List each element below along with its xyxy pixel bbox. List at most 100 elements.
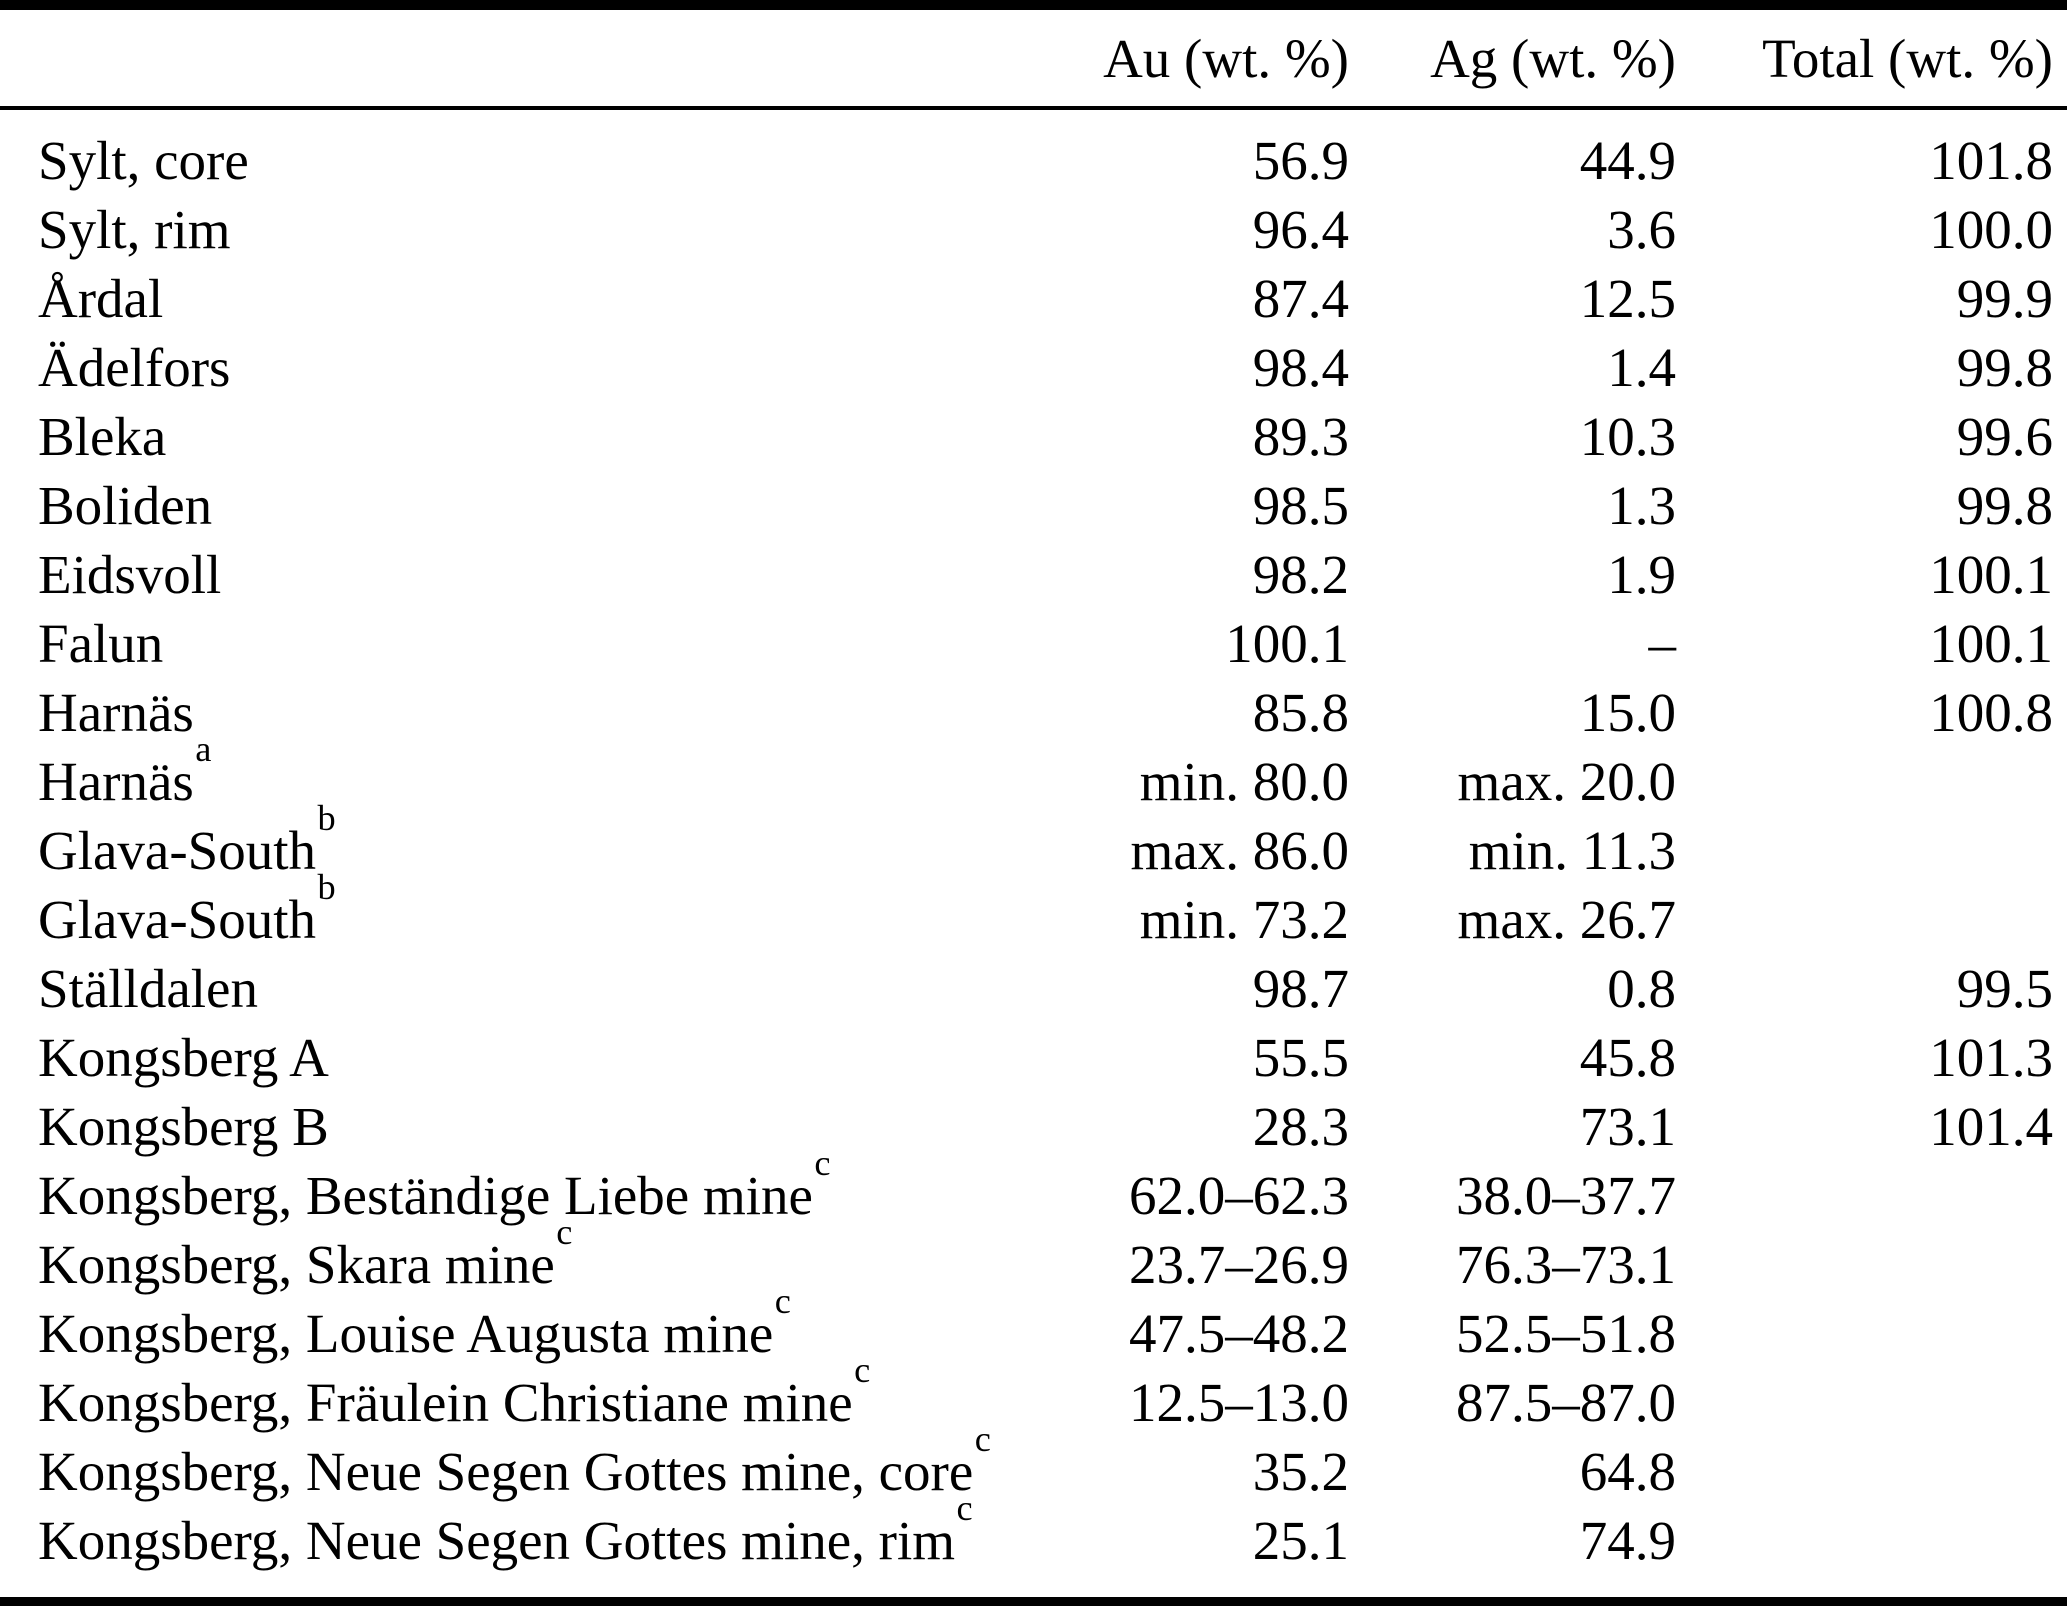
table-header: Au (wt. %) Ag (wt. %) Total (wt. %) — [0, 10, 2067, 110]
total-value-cell: 100.0 — [1929, 199, 2053, 260]
ag-value-cell: max. 20.0 — [1457, 751, 1676, 812]
au-value-cell: 47.5–48.2 — [1129, 1303, 1349, 1364]
ag-value-cell: 76.3–73.1 — [1456, 1234, 1676, 1295]
footnote-marker: b — [317, 797, 336, 838]
au-ag-composition-table: Au (wt. %) Ag (wt. %) Total (wt. %) Sylt… — [0, 10, 2067, 1575]
table-row: Kongsberg A 55.5 45.8 101.3 — [0, 1023, 2067, 1092]
locality-cell: Kongsberg, Fräulein Christiane minec — [0, 1352, 1040, 1437]
locality-label: Glava-South — [38, 820, 317, 881]
table-row: Boliden 98.5 1.3 99.8 — [0, 471, 2067, 540]
header-row: Au (wt. %) Ag (wt. %) Total (wt. %) — [0, 10, 2067, 110]
ag-value-cell: 74.9 — [1579, 1510, 1676, 1571]
col-header-ag: Ag (wt. %) — [1349, 10, 1676, 110]
locality-label: Bleka — [38, 406, 167, 467]
locality-label: Årdal — [38, 268, 164, 329]
ag-value-cell: 52.5–51.8 — [1456, 1303, 1676, 1364]
table-row: Falun 100.1 – 100.1 — [0, 609, 2067, 678]
total-value-cell: 99.5 — [1956, 958, 2053, 1019]
footnote-marker: b — [317, 866, 336, 907]
ag-value-cell: – — [1648, 613, 1677, 674]
total-value-cell: 100.8 — [1929, 682, 2053, 743]
table-row: Kongsberg, Louise Augusta minec 47.5–48.2… — [0, 1283, 2067, 1368]
au-value-cell: 55.5 — [1252, 1027, 1349, 1088]
locality-label: Ädelfors — [38, 337, 231, 398]
ag-value-cell: 0.8 — [1607, 958, 1676, 1019]
table-row: Sylt, rim 96.4 3.6 100.0 — [0, 195, 2067, 264]
au-value-cell: 98.4 — [1252, 337, 1349, 398]
locality-label: Harnäs — [38, 751, 194, 812]
locality-cell: Kongsberg, Beständige Liebe minec — [0, 1145, 1040, 1230]
total-value-cell: 101.8 — [1929, 130, 2053, 191]
au-value-cell: 96.4 — [1252, 199, 1349, 260]
table-row: Kongsberg, Fräulein Christiane minec 12.5… — [0, 1352, 2067, 1437]
locality-label: Kongsberg, Fräulein Christiane mine — [38, 1372, 853, 1433]
au-value-cell: 35.2 — [1252, 1441, 1349, 1502]
locality-label: Sylt, rim — [38, 199, 231, 260]
ag-value-cell: 10.3 — [1579, 406, 1676, 467]
locality-label: Kongsberg B — [38, 1096, 329, 1157]
ag-value-cell: 44.9 — [1579, 130, 1676, 191]
ag-value-cell: 1.4 — [1607, 337, 1676, 398]
locality-cell: Ädelfors — [0, 333, 1040, 402]
table-row: Kongsberg, Neue Segen Gottes mine, corec… — [0, 1421, 2067, 1506]
au-value-cell: 25.1 — [1252, 1510, 1349, 1571]
ag-value-cell: 45.8 — [1579, 1027, 1676, 1088]
ag-value-cell: 87.5–87.0 — [1456, 1372, 1676, 1433]
table-row: Harnäs 85.8 15.0 100.8 — [0, 678, 2067, 747]
ag-value-cell: 64.8 — [1579, 1441, 1676, 1502]
locality-label: Glava-South — [38, 889, 317, 950]
au-value-cell: 87.4 — [1252, 268, 1349, 329]
locality-label: Kongsberg A — [38, 1027, 329, 1088]
ag-value-cell: 73.1 — [1579, 1096, 1676, 1157]
au-value-cell: 28.3 — [1252, 1096, 1349, 1157]
col-header-locality — [0, 10, 1040, 110]
locality-cell: Falun — [0, 609, 1040, 678]
total-value-cell: 99.6 — [1956, 406, 2053, 467]
locality-cell: Kongsberg B — [0, 1092, 1040, 1161]
locality-cell: Harnäsa — [0, 731, 1040, 816]
ag-value-cell: 1.9 — [1607, 544, 1676, 605]
table-row: Ställdalen 98.7 0.8 99.5 — [0, 954, 2067, 1023]
locality-cell: Glava-Southb — [0, 800, 1040, 885]
au-value-cell: min. 80.0 — [1139, 751, 1349, 812]
total-value-cell — [1676, 1230, 2067, 1299]
au-value-cell: min. 73.2 — [1139, 889, 1349, 950]
table-row: Glava-Southb min. 73.2 max. 26.7 — [0, 869, 2067, 954]
locality-label: Kongsberg, Beständige Liebe mine — [38, 1165, 813, 1226]
total-value-cell — [1676, 1368, 2067, 1437]
total-value-cell — [1676, 747, 2067, 816]
footnote-marker: c — [974, 1418, 991, 1459]
au-value-cell: 12.5–13.0 — [1129, 1372, 1349, 1433]
ag-value-cell: 15.0 — [1579, 682, 1676, 743]
locality-label: Ställdalen — [38, 958, 258, 1019]
ag-value-cell: 38.0–37.7 — [1456, 1165, 1676, 1226]
locality-label: Kongsberg, Neue Segen Gottes mine, core — [38, 1441, 974, 1502]
table-row: Eidsvoll 98.2 1.9 100.1 — [0, 540, 2067, 609]
locality-cell: Harnäs — [0, 678, 1040, 747]
table-row: Ädelfors 98.4 1.4 99.8 — [0, 333, 2067, 402]
locality-label: Kongsberg, Neue Segen Gottes mine, rim — [38, 1510, 956, 1571]
au-value-cell: 23.7–26.9 — [1129, 1234, 1349, 1295]
locality-cell: Ställdalen — [0, 954, 1040, 1023]
locality-cell: Kongsberg, Louise Augusta minec — [0, 1283, 1040, 1368]
locality-label: Kongsberg, Skara mine — [38, 1234, 555, 1295]
footnote-marker: c — [774, 1280, 791, 1321]
ag-value-cell: min. 11.3 — [1468, 820, 1676, 881]
total-value-cell: 101.4 — [1929, 1096, 2053, 1157]
footnote-marker: c — [556, 1211, 573, 1252]
total-value-cell: 100.1 — [1929, 613, 2053, 674]
au-value-cell: 62.0–62.3 — [1129, 1165, 1349, 1226]
table-row: Harnäsa min. 80.0 max. 20.0 — [0, 731, 2067, 816]
locality-label: Sylt, core — [38, 130, 249, 191]
total-value-cell: 101.3 — [1929, 1027, 2053, 1088]
col-header-total: Total (wt. %) — [1676, 10, 2067, 110]
total-value-cell: 99.8 — [1956, 337, 2053, 398]
locality-cell: Boliden — [0, 471, 1040, 540]
footnote-marker: c — [814, 1142, 831, 1183]
locality-label: Boliden — [38, 475, 213, 536]
footnote-marker: c — [956, 1487, 973, 1528]
table-row: Glava-Southb max. 86.0 min. 11.3 — [0, 800, 2067, 885]
au-value-cell: 100.1 — [1225, 613, 1349, 674]
total-value-cell — [1676, 816, 2067, 885]
